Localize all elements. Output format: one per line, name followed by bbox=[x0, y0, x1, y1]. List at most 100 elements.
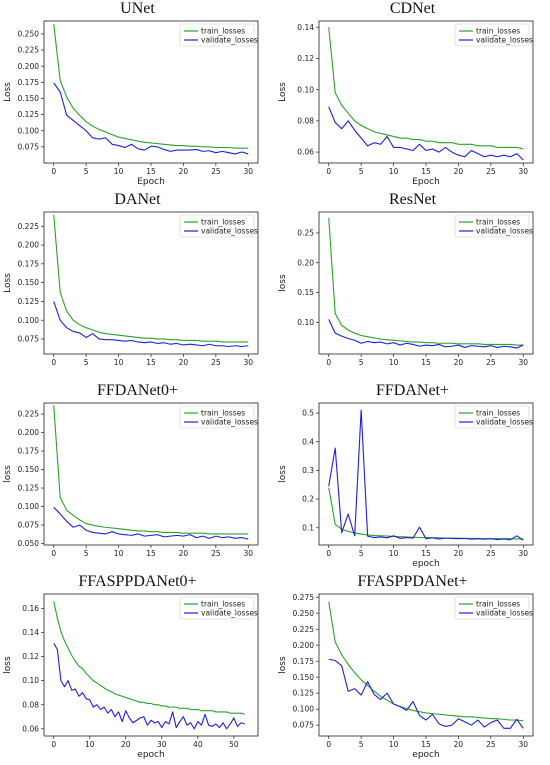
y-tick-label: 0.200 bbox=[18, 241, 40, 250]
chart-panel: FFDANet0+ 0 5 10 15 20 25 30 0.050 0.075 0.100 0.12… bbox=[0, 382, 275, 573]
legend-box bbox=[454, 214, 530, 238]
legend-label: validate_losses bbox=[476, 36, 533, 45]
y-tick-label: 0.125 bbox=[18, 110, 40, 119]
x-tick-label: 20 bbox=[179, 167, 189, 176]
x-tick-label: 0 bbox=[51, 358, 56, 367]
x-tick-label: 30 bbox=[518, 740, 528, 749]
x-tick-label: 15 bbox=[421, 740, 431, 749]
x-tick-label: 10 bbox=[389, 740, 399, 749]
y-tick-label: 0.125 bbox=[18, 297, 40, 306]
y-tick-label: 0.3 bbox=[302, 466, 314, 475]
x-tick-label: 20 bbox=[454, 358, 464, 367]
y-tick-label: 0.150 bbox=[18, 465, 40, 474]
x-axis-label: Epoch bbox=[412, 177, 440, 187]
x-tick-label: 5 bbox=[359, 167, 364, 176]
y-tick-label: 0.050 bbox=[18, 539, 40, 548]
validate-losses-line bbox=[53, 82, 249, 155]
x-tick-label: 25 bbox=[486, 740, 496, 749]
chart-plot: 0 5 10 15 20 25 30 0.1 0.2 0.3 0.4 0.5 epoch loss trai… bbox=[278, 402, 534, 569]
x-tick-label: 15 bbox=[421, 549, 431, 558]
chart-panel: FFASPPDANet+ 0 5 10 15 20 25 30 0.075 0.100 0.125 0… bbox=[275, 573, 550, 764]
y-tick-label: 0.2 bbox=[302, 495, 314, 504]
legend-box bbox=[179, 405, 255, 429]
y-tick-label: 0.1 bbox=[302, 523, 314, 532]
x-tick-label: 15 bbox=[421, 358, 431, 367]
chart-panel: FFASPPDANet0+ 0 10 20 30 40 50 0.06 0.08 0.10 0.12… bbox=[0, 573, 275, 764]
legend-box bbox=[454, 23, 530, 47]
chart-title: UNet bbox=[120, 0, 155, 17]
y-tick-label: 0.150 bbox=[18, 278, 40, 287]
y-axis-label: loss bbox=[278, 656, 288, 674]
x-tick-label: 20 bbox=[454, 740, 464, 749]
y-axis-label: loss bbox=[3, 465, 13, 483]
y-tick-label: 0.075 bbox=[18, 335, 40, 344]
legend-label: train_losses bbox=[476, 27, 520, 36]
chart-panel: DANet 0 5 10 15 20 25 30 0.075 0.100 0.125 0.150 0.1… bbox=[0, 191, 275, 382]
x-tick-label: 0 bbox=[51, 167, 56, 176]
x-axis-label: epoch bbox=[412, 750, 439, 760]
x-tick-label: 0 bbox=[51, 740, 56, 749]
y-tick-label: 0.5 bbox=[302, 409, 314, 418]
y-tick-label: 0.14 bbox=[22, 628, 39, 637]
chart-title: CDNet bbox=[389, 0, 436, 17]
chart-plot: 0 5 10 15 20 25 30 0.06 0.08 0.10 0.12 0.14 Epoch Los… bbox=[278, 20, 534, 187]
x-tick-label: 10 bbox=[114, 167, 124, 176]
x-tick-label: 20 bbox=[121, 740, 131, 749]
y-tick-label: 0.075 bbox=[18, 521, 40, 530]
y-tick-label: 0.25 bbox=[297, 228, 314, 237]
y-tick-label: 0.100 bbox=[18, 502, 40, 511]
x-tick-label: 40 bbox=[193, 740, 203, 749]
x-tick-label: 30 bbox=[243, 167, 253, 176]
y-tick-label: 0.08 bbox=[297, 116, 314, 125]
chart-title: DANet bbox=[114, 191, 161, 208]
x-tick-label: 15 bbox=[146, 358, 156, 367]
train-losses-line bbox=[53, 405, 249, 535]
x-tick-label: 0 bbox=[51, 549, 56, 558]
x-tick-label: 25 bbox=[211, 549, 221, 558]
x-tick-label: 10 bbox=[114, 358, 124, 367]
x-tick-label: 5 bbox=[84, 167, 89, 176]
x-axis-label: epoch bbox=[137, 750, 164, 760]
y-tick-label: 0.150 bbox=[18, 94, 40, 103]
y-tick-label: 0.100 bbox=[18, 316, 40, 325]
legend-label: validate_losses bbox=[476, 418, 533, 427]
chart-title: ResNet bbox=[388, 191, 437, 208]
x-tick-label: 30 bbox=[243, 358, 253, 367]
y-tick-label: 0.200 bbox=[293, 641, 315, 650]
x-tick-label: 15 bbox=[146, 167, 156, 176]
x-tick-label: 30 bbox=[518, 549, 528, 558]
legend-label: validate_losses bbox=[201, 36, 258, 45]
legend-label: validate_losses bbox=[201, 418, 258, 427]
train-losses-line bbox=[53, 24, 249, 149]
x-tick-label: 25 bbox=[486, 167, 496, 176]
x-tick-label: 20 bbox=[454, 549, 464, 558]
x-tick-label: 5 bbox=[359, 549, 364, 558]
validate-losses-line bbox=[328, 106, 524, 161]
y-axis-label: Loss bbox=[278, 82, 288, 102]
legend-label: train_losses bbox=[201, 218, 245, 227]
chart-plot: 0 5 10 15 20 25 30 0.075 0.100 0.125 0.150 0.175 0.2… bbox=[3, 211, 259, 367]
y-tick-label: 0.275 bbox=[293, 593, 315, 602]
y-tick-label: 0.16 bbox=[22, 604, 39, 613]
x-tick-label: 0 bbox=[326, 358, 331, 367]
legend-label: validate_losses bbox=[201, 227, 258, 236]
x-tick-label: 25 bbox=[211, 358, 221, 367]
y-tick-label: 0.10 bbox=[22, 676, 39, 685]
y-axis-label: Loss bbox=[3, 273, 13, 293]
x-tick-label: 20 bbox=[179, 549, 189, 558]
legend-label: validate_losses bbox=[201, 609, 258, 618]
chart-title: FFDANet+ bbox=[375, 382, 450, 399]
x-tick-label: 0 bbox=[326, 549, 331, 558]
x-tick-label: 10 bbox=[389, 167, 399, 176]
legend-label: validate_losses bbox=[476, 227, 533, 236]
x-tick-label: 25 bbox=[486, 358, 496, 367]
x-tick-label: 5 bbox=[84, 549, 89, 558]
legend-label: train_losses bbox=[201, 409, 245, 418]
y-tick-label: 0.175 bbox=[293, 657, 315, 666]
y-tick-label: 0.08 bbox=[22, 700, 39, 709]
legend-label: train_losses bbox=[476, 600, 520, 609]
x-tick-label: 30 bbox=[157, 740, 167, 749]
legend-box bbox=[454, 596, 530, 620]
train-losses-line bbox=[53, 214, 249, 343]
chart-plot: 0 5 10 15 20 25 30 0.075 0.100 0.125 0.150 0.175 0.2… bbox=[278, 593, 534, 760]
